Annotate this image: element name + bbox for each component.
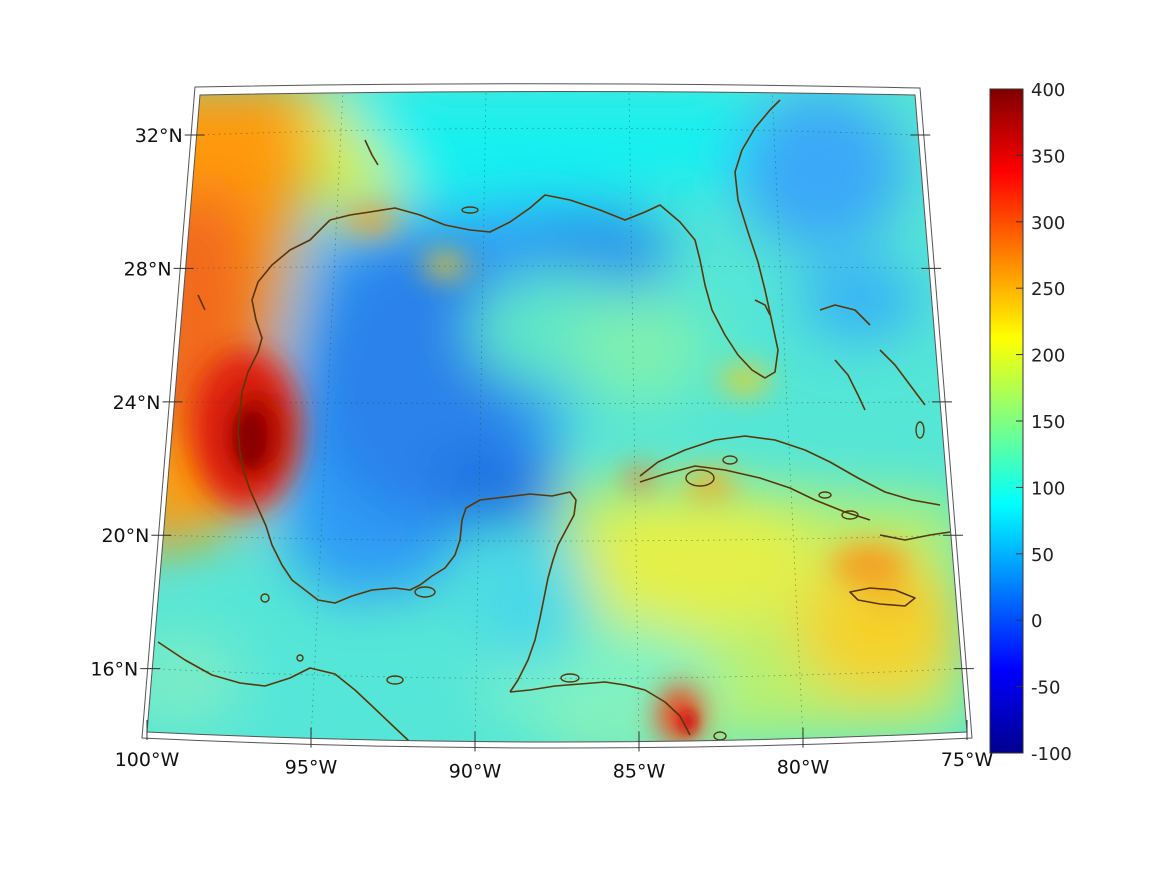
colorbar-tick-label: 150 (1031, 412, 1065, 433)
colorbar-tick-label: 250 (1031, 279, 1065, 300)
meridian-line (310, 93, 344, 740)
colorbar-tick-label: -100 (1031, 744, 1072, 765)
lon-tick-label: 90°W (449, 761, 502, 783)
latitude-tick-labels: 32°N 28°N 24°N 20°N 16°N (90, 125, 974, 681)
lat-tick-label: 20°N (101, 525, 149, 547)
lat-tick-label: 24°N (113, 392, 161, 414)
parallel-line (174, 401, 941, 404)
lat-tick-label: 16°N (90, 659, 138, 681)
lon-tick-label: 80°W (777, 757, 830, 779)
map-frame (141, 83, 973, 749)
lon-tick-label: 75°W (941, 749, 994, 771)
small-islands (260, 206, 925, 741)
colorbar-tick-label: 300 (1031, 213, 1065, 234)
coastlines (157, 99, 951, 742)
colorbar-tick-label: -50 (1031, 678, 1060, 699)
colorbar-tick-label: 0 (1031, 611, 1042, 632)
lat-tick-label: 32°N (135, 125, 183, 147)
colorbar: 400 350 300 250 200 150 100 50 0 -50 -100 (989, 80, 1072, 765)
data-field (147, 91, 967, 742)
colorbar-tick-label: 350 (1031, 146, 1065, 167)
lon-tick-label: 85°W (613, 761, 666, 783)
longitude-tick-labels: 100°W 95°W 90°W 85°W 80°W 75°W (115, 720, 994, 783)
lon-tick-label: 95°W (285, 757, 338, 779)
meridian-line (771, 93, 804, 740)
colorbar-tick-label: 200 (1031, 346, 1065, 367)
lat-tick-label: 28°N (124, 258, 172, 280)
colorbar-tick-label: 50 (1031, 545, 1054, 566)
colorbar-ticks: 400 350 300 250 200 150 100 50 0 -50 -100 (1016, 80, 1072, 765)
colorbar-tick-label: 400 (1031, 80, 1065, 101)
colorbar-tick-label: 100 (1031, 478, 1065, 499)
lon-tick-label: 100°W (115, 749, 180, 771)
